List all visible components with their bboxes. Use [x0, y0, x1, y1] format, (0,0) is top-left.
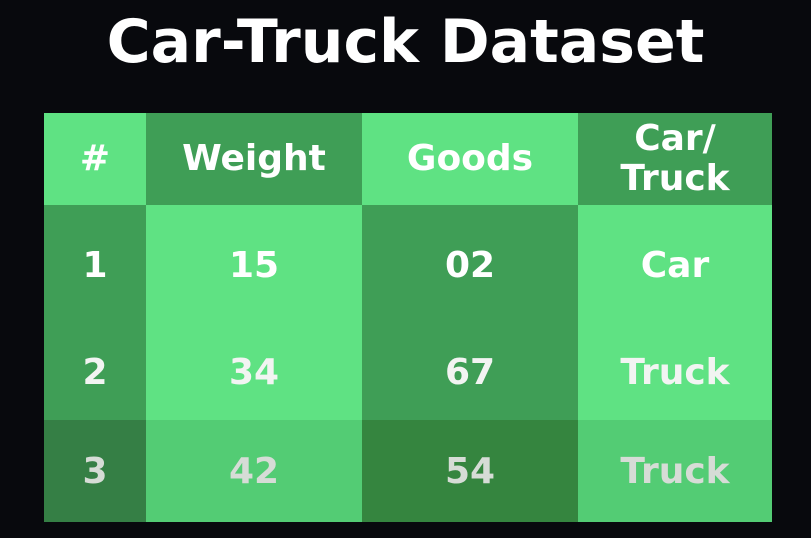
header-weight: Weight: [146, 113, 362, 205]
row-3-weight: 42: [146, 420, 362, 522]
row-2-id: 2: [44, 325, 146, 420]
header-car-truck-line2: Truck: [620, 158, 730, 199]
header-goods: Goods: [362, 113, 578, 205]
dataset-table: # Weight Goods Car/ Truck 1 15 02 Car 2 …: [44, 113, 772, 522]
row-1-id: 1: [44, 205, 146, 325]
row-3-type: Truck: [578, 420, 772, 522]
row-2-type: Truck: [578, 325, 772, 420]
header-id: #: [44, 113, 146, 205]
row-2-goods: 67: [362, 325, 578, 420]
row-3-id: 3: [44, 420, 146, 522]
header-car-truck-line1: Car/: [634, 118, 716, 159]
row-1-weight: 15: [146, 205, 362, 325]
row-2-weight: 34: [146, 325, 362, 420]
row-3-goods: 54: [362, 420, 578, 522]
page-title: Car-Truck Dataset: [106, 7, 705, 77]
row-1-goods: 02: [362, 205, 578, 325]
header-car-truck: Car/ Truck: [578, 113, 772, 205]
row-1-type: Car: [578, 205, 772, 325]
